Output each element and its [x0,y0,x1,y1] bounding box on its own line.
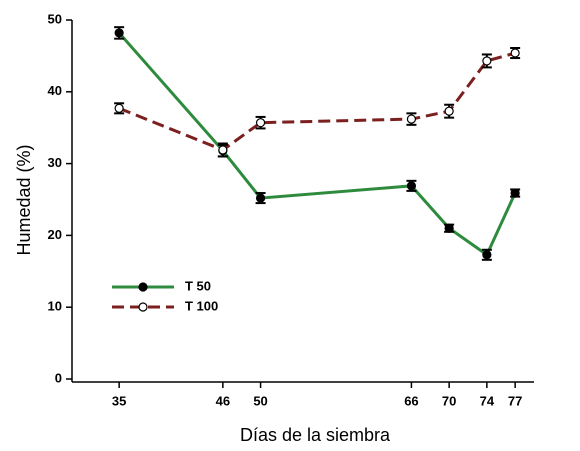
point [114,103,124,113]
x-tick-label: 77 [508,393,522,408]
point [444,223,454,233]
y-axis-label: Humedad (%) [14,144,34,255]
point [406,114,417,124]
y-tick-label: 0 [55,370,62,385]
point [510,48,520,58]
y-tick-label: 10 [48,299,62,314]
point [114,28,124,38]
y-tick-label: 40 [48,83,62,98]
point [255,193,266,203]
series-line [118,31,517,258]
x-tick-label: 46 [216,393,230,408]
x-tick-label: 66 [404,393,418,408]
point [482,250,492,260]
y-tick-label: 30 [48,155,62,170]
legend-marker [138,302,148,312]
legend-marker [138,282,148,292]
x-tick-label: 74 [480,393,495,408]
point [444,106,454,116]
y-tick-label: 20 [48,227,62,242]
x-tick-label: 35 [112,393,126,408]
y-tick-label: 50 [48,11,62,26]
point [218,145,228,155]
point [406,181,417,191]
point [482,56,492,66]
x-tick-label: 70 [442,393,456,408]
legend-label: T 100 [185,298,218,313]
point [510,188,520,198]
point [255,118,266,128]
legend-label: T 50 [185,278,211,293]
x-tick-label: 50 [253,393,267,408]
x-axis-label: Días de la siembra [240,425,391,445]
